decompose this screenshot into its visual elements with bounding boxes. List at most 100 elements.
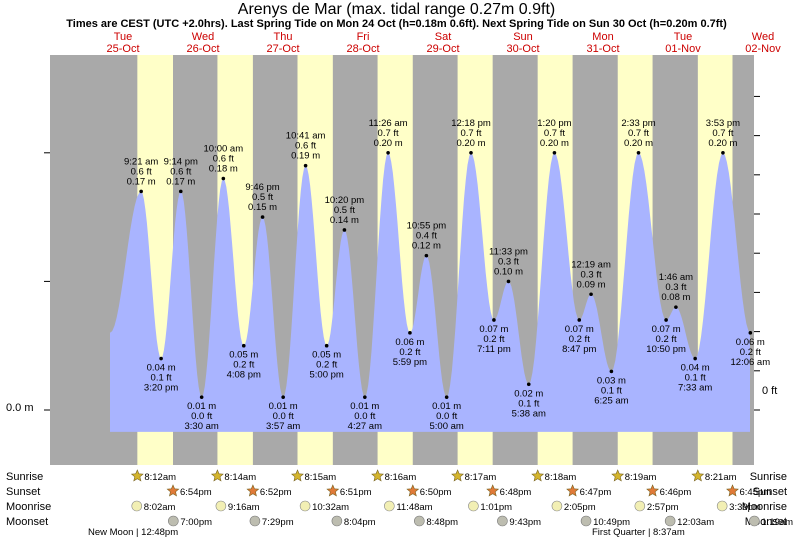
tide-point xyxy=(281,395,285,399)
tide-height-m: 0.02 m xyxy=(514,388,543,399)
sunset-time-6: 6:46pm xyxy=(660,487,692,498)
tide-point xyxy=(577,318,582,322)
new-moon-label: New Moon | 12:48pm xyxy=(88,527,178,538)
tide-height-m: 0.01 m xyxy=(187,401,216,412)
tide-time: 4:27 am xyxy=(348,421,382,432)
tide-point xyxy=(199,395,204,399)
moonset-icon xyxy=(497,515,508,527)
tide-height-m: 0.07 m xyxy=(652,324,681,335)
sunrise-time-7: 8:21am xyxy=(705,472,737,483)
low-tide-16: 0.01 m0.0 ft3:30 am xyxy=(185,395,219,432)
tide-height-ft: 0.0 ft xyxy=(191,411,212,422)
sunrise-time-1: 8:14am xyxy=(224,472,256,483)
tide-point xyxy=(260,215,265,219)
tide-height-m: 0.07 m xyxy=(565,324,594,335)
moonset-icon xyxy=(168,515,179,527)
tide-time: 3:57 am xyxy=(266,421,300,432)
tide-time: 5:00 am xyxy=(430,421,464,432)
high-tide-1: 9:14 pm0.6 ft0.17 m xyxy=(164,156,198,194)
sunrise-time-3: 8:16am xyxy=(385,472,417,483)
day-name-2: Thu xyxy=(274,31,293,43)
sunrise-time-6: 8:19am xyxy=(625,472,657,483)
tide-height-ft: 0.2 ft xyxy=(399,347,420,358)
tide-time: 10:41 am xyxy=(286,131,326,142)
sunrise-icon xyxy=(531,469,545,482)
high-tide-13: 1:46 am0.3 ft0.08 m xyxy=(659,272,693,309)
day-date-7: 01-Nov xyxy=(665,43,701,55)
tide-point xyxy=(424,253,429,258)
sunrise-icon xyxy=(371,469,385,482)
tide-height-m: 0.14 m xyxy=(330,215,359,226)
tide-height-m: 0.15 m xyxy=(248,202,277,213)
y-axis-label-right: 0 ft xyxy=(762,385,777,397)
day-name-6: Mon xyxy=(592,31,613,43)
sunrise-icon xyxy=(210,469,224,482)
tide-point xyxy=(342,228,347,232)
sunset-time-1: 6:52pm xyxy=(260,487,292,498)
first-quarter-label: First Quarter | 8:37am xyxy=(592,527,685,538)
sunrise-time-5: 8:18am xyxy=(545,472,577,483)
sunset-icon xyxy=(566,484,580,497)
tide-time: 7:11 pm xyxy=(477,344,511,355)
tide-height-ft: 0.0 ft xyxy=(354,411,375,422)
low-tide-15: 0.04 m0.1 ft3:20 pm xyxy=(144,356,178,394)
moonset-icon xyxy=(580,515,592,527)
tide-time: 10:50 pm xyxy=(646,344,686,355)
low-tide-20: 0.01 m0.0 ft4:27 am xyxy=(348,395,382,432)
tide-time: 2:33 pm xyxy=(621,118,655,129)
tide-time: 7:33 am xyxy=(678,383,712,394)
tide-time: 5:38 am xyxy=(512,408,546,419)
low-tide-22: 0.01 m0.0 ft5:00 am xyxy=(430,395,464,432)
low-tide-26: 0.03 m0.1 ft6:25 am xyxy=(594,369,629,406)
tide-point xyxy=(139,189,143,194)
moonrise-time-2: 10:32am xyxy=(312,502,349,513)
tide-height-ft: 0.0 ft xyxy=(273,411,294,422)
moonset-time-0: 7:00pm xyxy=(180,517,212,528)
sunrise-time-4: 8:17am xyxy=(465,472,497,483)
moonset-time-4: 9:43pm xyxy=(509,517,541,528)
day-name-0: Tue xyxy=(114,31,133,43)
tide-point xyxy=(386,151,390,155)
moonrise-time-4: 1:01pm xyxy=(480,502,512,513)
sunset-icon xyxy=(726,484,739,497)
tide-point xyxy=(159,356,163,361)
tide-time: 9:46 pm xyxy=(245,182,279,193)
tide-height-m: 0.20 m xyxy=(708,138,737,149)
high-tide-9: 11:33 pm0.3 ft0.10 m xyxy=(489,246,528,284)
tide-point xyxy=(526,382,531,387)
tide-point xyxy=(469,151,473,155)
tide-point xyxy=(241,343,246,348)
sunset-time-0: 6:54pm xyxy=(180,487,212,498)
tide-point xyxy=(303,163,308,168)
moonset-time-5: 10:49pm xyxy=(593,517,630,528)
moonrise-icon xyxy=(131,500,143,512)
low-tide-28: 0.04 m0.1 ft7:33 am xyxy=(678,356,712,394)
tide-height-ft: 0.7 ft xyxy=(628,128,649,139)
high-tide-4: 10:41 am0.6 ft0.19 m xyxy=(286,131,326,168)
tide-time: 1:20 pm xyxy=(537,118,571,129)
low-tide-18: 0.01 m0.0 ft3:57 am xyxy=(266,395,300,432)
sunrise-icon xyxy=(451,469,465,482)
day-date-5: 30-Oct xyxy=(506,43,539,55)
moonset-row-label-left: Moonset xyxy=(6,516,48,528)
low-tide-21: 0.06 m0.2 ft5:59 pm xyxy=(393,331,427,368)
sunset-time-5: 6:47pm xyxy=(580,487,612,498)
tide-height-m: 0.20 m xyxy=(624,138,653,149)
sunset-icon xyxy=(326,484,340,497)
tide-height-ft: 0.3 ft xyxy=(665,282,686,293)
moonset-time-7: 1:19am xyxy=(761,517,793,528)
moonrise-time-6: 2:57pm xyxy=(647,502,679,513)
tide-height-ft: 0.7 ft xyxy=(544,128,565,139)
sunrise-row-label-left: Sunrise xyxy=(6,471,43,483)
moonrise-icon xyxy=(215,500,227,512)
tide-time: 4:08 pm xyxy=(227,370,261,381)
tide-point xyxy=(721,151,725,155)
tide-height-ft: 0.2 ft xyxy=(233,360,254,371)
sunset-icon xyxy=(246,484,260,497)
tide-point xyxy=(408,331,412,335)
tide-height-ft: 0.2 ft xyxy=(656,334,677,345)
tide-point xyxy=(221,176,226,181)
tide-height-m: 0.04 m xyxy=(147,363,176,374)
day-labels: Tue25-OctWed26-OctThu27-OctFri28-OctSat2… xyxy=(106,31,781,55)
day-name-8: Wed xyxy=(752,31,774,43)
